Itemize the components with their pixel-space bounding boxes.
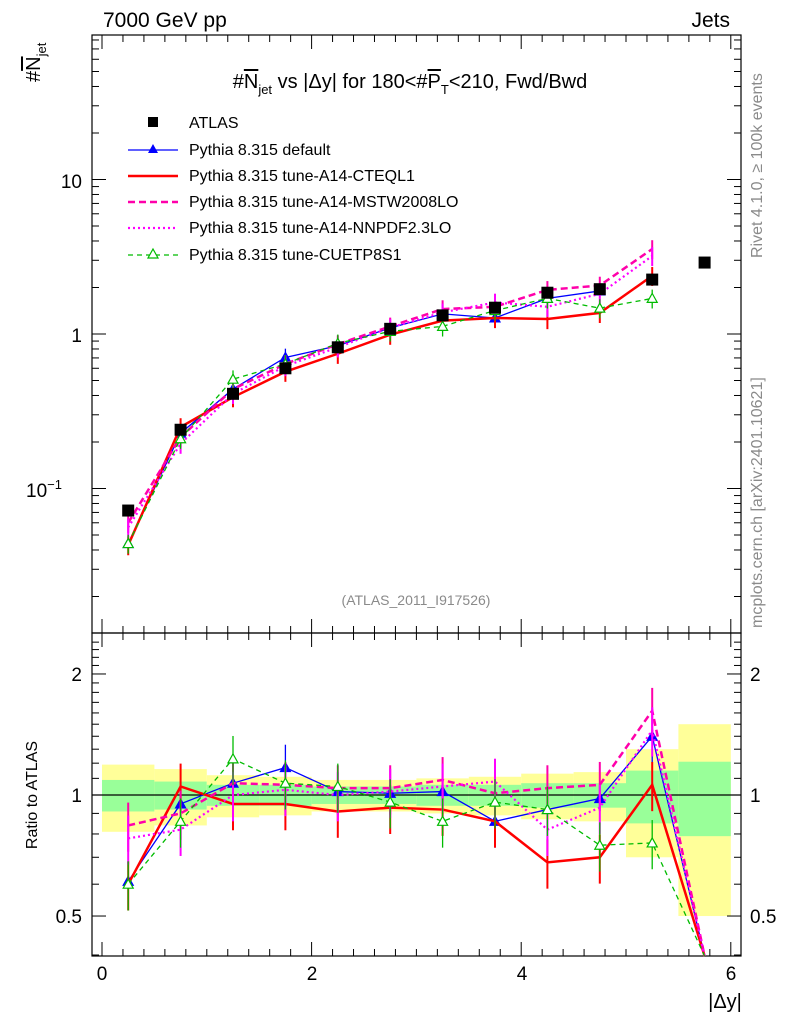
- x-axis-label: |Δy|: [708, 991, 742, 1013]
- ratio-tick-label-right-0.5: 0.5: [750, 907, 776, 928]
- atlas-data-point: [698, 256, 711, 269]
- legend-label-cuetp8s1: Pythia 8.315 tune-CUETP8S1: [189, 247, 402, 264]
- ratio-marker-pythia-8-315-tune-cuetp8s1: [226, 752, 240, 764]
- ratio-tick-label-0.5: 0.5: [56, 907, 82, 928]
- ratio-marker-pythia-8-315-tune-cuetp8s1: [279, 776, 292, 788]
- rivet-version-label: Rivet 4.1.0, ≥ 100k events: [749, 73, 766, 258]
- atlas-data-point: [279, 362, 292, 375]
- legend-marker-cuetp8s1: [146, 247, 160, 259]
- legend: ATLAS Pythia 8.315 default Pythia 8.315 …: [128, 115, 458, 264]
- series-marker-pythia-8-315-tune-cuetp8s1: [226, 372, 240, 384]
- ratio-marker-pythia-8-315-tune-cuetp8s1: [646, 836, 659, 848]
- collision-energy-label: 7000 GeV pp: [103, 9, 227, 32]
- series-line-pythia-8-315-tune-a14-mstw2008lo: [127, 247, 653, 524]
- series-marker-pythia-8-315-tune-cuetp8s1: [646, 292, 659, 303]
- mcplots-label: mcplots.cern.ch [arXiv:2401.10621]: [749, 377, 766, 628]
- ratio-marker-pythia-8-315-tune-cuetp8s1: [331, 780, 344, 792]
- series-marker-pythia-8-315-tune-cuetp8s1: [122, 537, 135, 549]
- legend-label-atlas: ATLAS: [189, 115, 239, 132]
- series-marker-pythia-8-315-tune-cuetp8s1: [174, 432, 187, 444]
- ratio-line-pythia-8-315-tune-a14-mstw2008lo: [127, 707, 706, 957]
- legend-label-mstw: Pythia 8.315 tune-A14-MSTW2008LO: [189, 194, 458, 211]
- ratio-y-axis-label: Ratio to ATLAS: [24, 741, 41, 849]
- band-inner-bin: [678, 761, 731, 837]
- ratio-marker-pythia-8-315-tune-cuetp8s1: [488, 795, 502, 807]
- atlas-data-point: [593, 283, 606, 296]
- x-tick-label-0: 0: [97, 964, 108, 985]
- atlas-data-point: [227, 387, 239, 400]
- y-axis-label: #Njet: [23, 42, 49, 82]
- ratio-marker-pythia-8-315-tune-cuetp8s1: [541, 803, 554, 815]
- atlas-data-point: [646, 273, 659, 286]
- series-marker-pythia-8-315-tune-cuetp8s1: [436, 320, 449, 331]
- legend-label-default: Pythia 8.315 default: [189, 142, 331, 159]
- ratio-tick-label-right-1: 1: [750, 786, 761, 807]
- legend-marker-atlas: [148, 117, 158, 127]
- atlas-data-point: [174, 423, 187, 436]
- analysis-reference-label: (ATLAS_2011_I917526): [342, 592, 491, 608]
- category-label: Jets: [691, 9, 730, 32]
- y-tick-label-0.1: 10−1: [26, 477, 62, 502]
- atlas-data-point: [331, 341, 344, 354]
- series-line-pythia-8-315-tune-a14-nnpdf2-3lo: [127, 255, 653, 528]
- ratio-tick-label-2: 2: [71, 665, 82, 686]
- legend-marker-default: [148, 144, 158, 153]
- chart-title: #Njet vs |Δy| for 180<#PT<210, Fwd/Bwd: [233, 71, 588, 97]
- ratio-marker-pythia-8-315-tune-cuetp8s1: [384, 795, 397, 807]
- atlas-data-point: [541, 286, 554, 299]
- legend-label-cteql1: Pythia 8.315 tune-A14-CTEQL1: [189, 168, 415, 185]
- y-tick-label-10: 10: [61, 172, 82, 193]
- ratio-marker-pythia-8-315-tune-cuetp8s1: [174, 815, 187, 826]
- x-tick-label-6: 6: [726, 964, 737, 985]
- axis-ticks: [92, 35, 741, 956]
- atlas-data-point: [122, 504, 135, 517]
- data-series: [122, 240, 711, 957]
- x-tick-label-4: 4: [517, 964, 528, 985]
- atlas-data-point: [436, 309, 449, 322]
- x-tick-label-2: 2: [307, 964, 318, 985]
- atlas-data-point: [384, 322, 397, 335]
- ratio-tick-label-1: 1: [71, 786, 82, 807]
- series-marker-pythia-8-315-tune-cuetp8s1: [593, 301, 606, 313]
- ratio-tick-label-right-2: 2: [750, 665, 761, 686]
- ratio-line-pythia-8-315-tune-a14-nnpdf2-3lo: [128, 727, 706, 957]
- ratio-marker-pythia-8-315-tune-cuetp8s1: [593, 838, 606, 850]
- atlas-data-point: [489, 301, 501, 314]
- ratio-marker-pythia-8-315-tune-cuetp8s1: [122, 877, 135, 889]
- ratio-line-pythia-8-315-default: [127, 734, 706, 957]
- y-tick-label-1: 1: [71, 326, 82, 347]
- legend-label-nnpdf: Pythia 8.315 tune-A14-NNPDF2.3LO: [189, 220, 451, 237]
- ratio-marker-pythia-8-315-tune-cuetp8s1: [436, 815, 449, 826]
